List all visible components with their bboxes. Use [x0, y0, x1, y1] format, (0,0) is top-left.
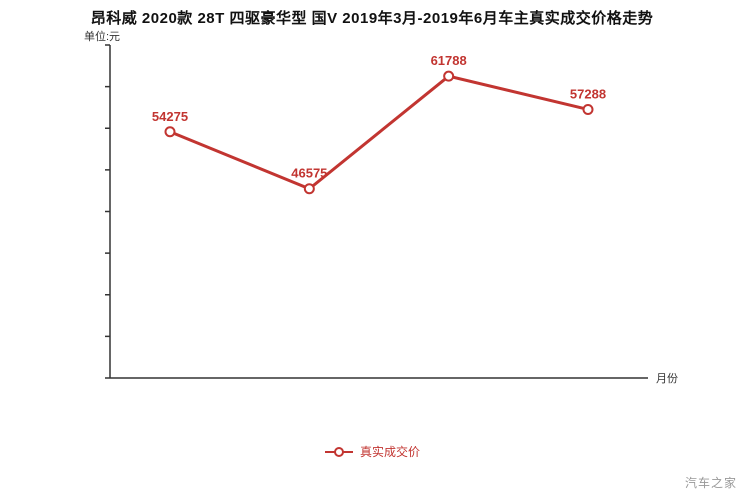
legend-line-marker-icon — [324, 446, 353, 457]
site-watermark: 汽车之家 — [684, 476, 737, 490]
data-point[interactable] — [164, 126, 176, 138]
data-point[interactable] — [582, 103, 594, 115]
x-axis-label: 月份 — [656, 372, 678, 385]
data-point[interactable] — [303, 183, 315, 195]
legend-circle — [333, 446, 344, 457]
legend[interactable]: 真实成交价 — [0, 443, 744, 460]
data-label: 46575 — [291, 166, 327, 181]
data-point[interactable] — [443, 70, 455, 82]
data-label: 57288 — [570, 86, 606, 101]
legend-label: 真实成交价 — [359, 445, 420, 459]
chart-title: 昂科威 2020款 28T 四驱豪华型 国V 2019年3月-2019年6月车主… — [90, 10, 654, 27]
y-axis-unit-label: 单位:元 — [84, 29, 120, 43]
data-label: 61788 — [431, 53, 467, 68]
series-line — [169, 74, 589, 191]
data-label: 54275 — [152, 109, 188, 124]
